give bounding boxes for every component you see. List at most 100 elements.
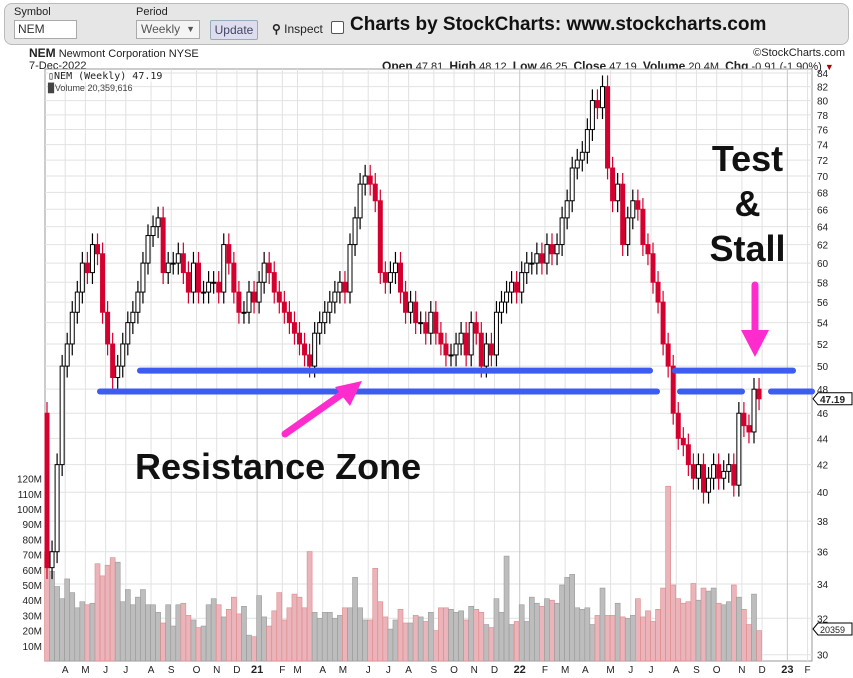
candle-up — [312, 332, 318, 367]
candle-up — [559, 217, 565, 246]
candle-icon: ▯ — [48, 71, 55, 82]
candle-down — [514, 281, 520, 293]
volume-bar — [619, 616, 626, 662]
x-tick-label: M — [339, 665, 347, 676]
volume-bar — [488, 627, 495, 662]
candle-up — [706, 477, 712, 493]
volume-bar — [155, 612, 161, 662]
volume-bar — [569, 574, 576, 662]
y-tick-label: 60 — [817, 259, 829, 270]
inspect-toggle[interactable]: ⚲ Inspect — [272, 22, 323, 36]
volume-bar — [94, 563, 101, 662]
y-tick-label: 32 — [817, 614, 829, 625]
candle-up — [584, 129, 590, 153]
x-tick-label: A — [582, 665, 589, 676]
symbol-input[interactable]: NEM — [14, 20, 77, 39]
volume-bar — [69, 592, 76, 662]
volume-bar — [125, 589, 131, 662]
candle-up — [49, 551, 55, 569]
volume-bar — [367, 619, 374, 662]
volume-bar — [377, 601, 384, 662]
volume-bar — [448, 609, 454, 662]
volume-bar — [49, 571, 55, 662]
x-tick-label: M — [81, 665, 89, 676]
volume-bar — [74, 607, 81, 662]
candle-up — [241, 311, 247, 314]
pink-arrow-head-icon — [335, 381, 362, 406]
y-tick-label: 82 — [817, 83, 829, 94]
x-tick-label: M — [561, 665, 569, 676]
volume-tick-label: 10M — [23, 642, 42, 653]
candle-down — [670, 365, 676, 414]
volume-tick-label: 110M — [18, 490, 42, 501]
y-tick-label: 64 — [817, 223, 829, 234]
y-tick-label: 72 — [817, 156, 829, 167]
volume-bar — [337, 615, 343, 662]
x-tick-label: F — [542, 665, 548, 676]
x-tick-label: S — [168, 665, 175, 676]
candle-down — [620, 183, 626, 246]
volume-bar — [397, 609, 404, 662]
candle-up — [115, 365, 121, 379]
volume-bar — [326, 612, 333, 662]
volume-bar — [185, 615, 192, 662]
candle-down — [382, 272, 388, 283]
candle-down — [594, 100, 600, 109]
volume-bar — [271, 610, 278, 662]
candle-up — [534, 253, 540, 264]
x-tick-label: A — [319, 665, 326, 676]
candle-down — [271, 272, 277, 293]
volume-bar — [422, 621, 429, 662]
candle-up — [69, 311, 75, 345]
candle-down — [160, 217, 166, 274]
candle-down — [403, 291, 409, 313]
volume-bar — [276, 592, 283, 662]
candle-up — [544, 244, 550, 264]
update-button[interactable]: Update — [210, 20, 258, 40]
candle-up — [736, 412, 742, 486]
y-tick-label: 54 — [817, 319, 829, 330]
volume-tick-label: 50M — [23, 581, 42, 592]
volume-bar — [730, 584, 737, 662]
volume-bar — [109, 557, 116, 662]
candle-up — [564, 200, 570, 219]
copyright: ©StockCharts.com — [753, 47, 845, 59]
volume-bar — [256, 595, 262, 662]
candle-down — [488, 343, 494, 356]
volume-bar — [311, 612, 318, 662]
volume-bar — [352, 577, 358, 662]
candle-down — [281, 301, 287, 313]
candle-up — [468, 322, 474, 356]
volume-bar — [695, 599, 702, 662]
period-select[interactable]: Weekly ▼ — [136, 20, 200, 39]
candle-up — [327, 301, 333, 313]
candle-up — [408, 301, 414, 313]
candle-down — [690, 464, 696, 479]
candle-down — [635, 200, 641, 210]
last-price-tag-box — [812, 392, 853, 406]
volume-bar — [705, 590, 712, 662]
y-tick-label: 46 — [817, 409, 829, 420]
volume-bar — [241, 605, 247, 662]
pink-arrow-down-head-icon — [741, 330, 769, 357]
candle-down — [100, 253, 106, 313]
volume-bar — [463, 619, 469, 662]
candle-up — [569, 167, 575, 202]
inspect-checkbox[interactable] — [331, 21, 344, 34]
candle-up — [221, 244, 227, 293]
volume-bar — [670, 584, 677, 662]
candle-down — [716, 464, 722, 479]
ticker: NEM — [29, 46, 56, 60]
annotation-amp: & — [734, 183, 761, 224]
volume-bar — [332, 618, 338, 662]
search-icon: ⚲ — [272, 22, 281, 36]
candle-down — [650, 253, 656, 283]
volume-bar — [483, 624, 490, 662]
chevron-down-icon: ▼ — [186, 24, 195, 34]
candle-down — [291, 322, 297, 334]
candle-down — [297, 332, 302, 345]
candle-down — [746, 425, 752, 433]
volume-tick-label: 90M — [23, 520, 42, 531]
y-tick-label: 76 — [817, 126, 829, 137]
candle-down — [44, 412, 50, 569]
